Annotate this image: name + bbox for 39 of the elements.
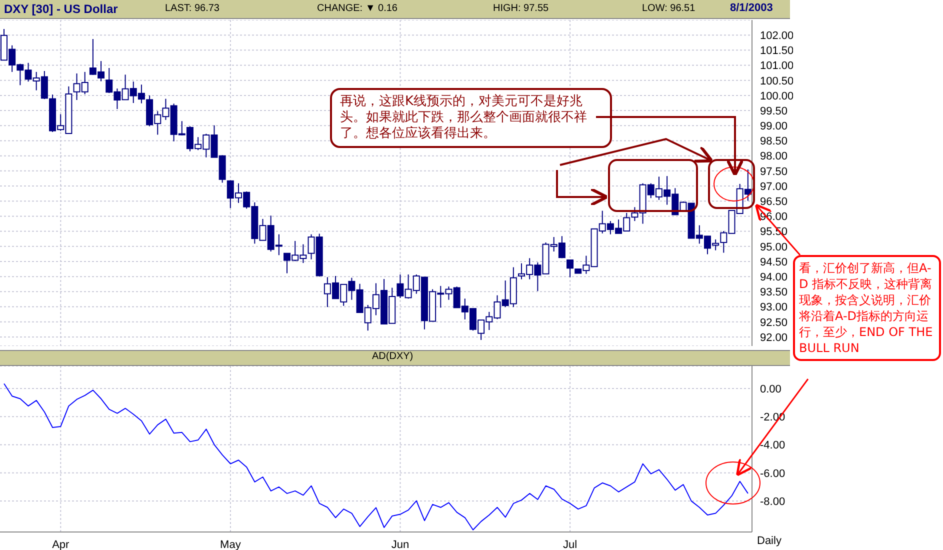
y-tick-label: 97.00 bbox=[760, 180, 788, 193]
y-tick-label: -4.00 bbox=[760, 440, 786, 452]
y-tick-label: 92.50 bbox=[760, 316, 788, 329]
text: LAST: 96.73 bbox=[165, 3, 220, 14]
chart-title: AD(DXY) bbox=[372, 351, 414, 362]
text: Daily bbox=[757, 535, 782, 547]
x-tick-label: May bbox=[220, 538, 242, 550]
x-tick-label: Apr bbox=[52, 538, 70, 550]
y-tick-label: 94.50 bbox=[760, 256, 788, 268]
y-tick-label: -8.00 bbox=[760, 496, 786, 508]
y-tick-label: 92.00 bbox=[760, 332, 788, 344]
line-series bbox=[4, 383, 748, 530]
candlestick bbox=[566, 259, 574, 278]
text: HIGH: 97.55 bbox=[493, 3, 549, 14]
annotation: 再说，这跟K线预示的，对美元可不是好兆头。如果就此下跌，那么整个画面就很不祥了。想各位应该看得出来。 bbox=[330, 88, 612, 148]
y-tick-label: 99.50 bbox=[760, 105, 788, 118]
y-tick-label: 97.50 bbox=[760, 166, 788, 178]
y-tick-label: 102.00 bbox=[760, 30, 794, 42]
y-tick-label: 95.00 bbox=[760, 241, 788, 254]
text: 看，汇价创了新高，但A-D 指标不反映，这种背离现象，按含义说明，汇价将沿着A-D指标的方向运行，至少，END OF THE BULL RUN bbox=[793, 255, 941, 361]
y-tick-label: -6.00 bbox=[760, 468, 786, 480]
x-tick-label: Jun bbox=[391, 538, 410, 550]
text: CHANGE: ▼ 0.16 bbox=[317, 3, 398, 14]
y-tick-label: 98.00 bbox=[760, 150, 788, 163]
y-tick-label: 93.50 bbox=[760, 286, 788, 299]
y-tick-label: 93.00 bbox=[760, 302, 788, 314]
y-tick-label: 100.50 bbox=[760, 75, 794, 88]
y-tick-label: 96.50 bbox=[760, 196, 788, 208]
text: LOW: 96.51 bbox=[642, 3, 696, 14]
y-tick-label: 101.00 bbox=[760, 60, 794, 72]
text: 8/1/2003 bbox=[730, 2, 773, 14]
x-tick-label: Jul bbox=[563, 538, 578, 550]
y-tick-label: 99.00 bbox=[760, 120, 788, 133]
y-tick-label: 0.00 bbox=[760, 383, 782, 396]
y-tick-label: 101.50 bbox=[760, 45, 794, 58]
y-tick-label: 100.00 bbox=[760, 90, 794, 102]
y-tick-label: 94.00 bbox=[760, 271, 788, 284]
y-tick-label: 98.50 bbox=[760, 136, 788, 148]
chart-title: DXY [30] - US Dollar bbox=[4, 2, 118, 16]
